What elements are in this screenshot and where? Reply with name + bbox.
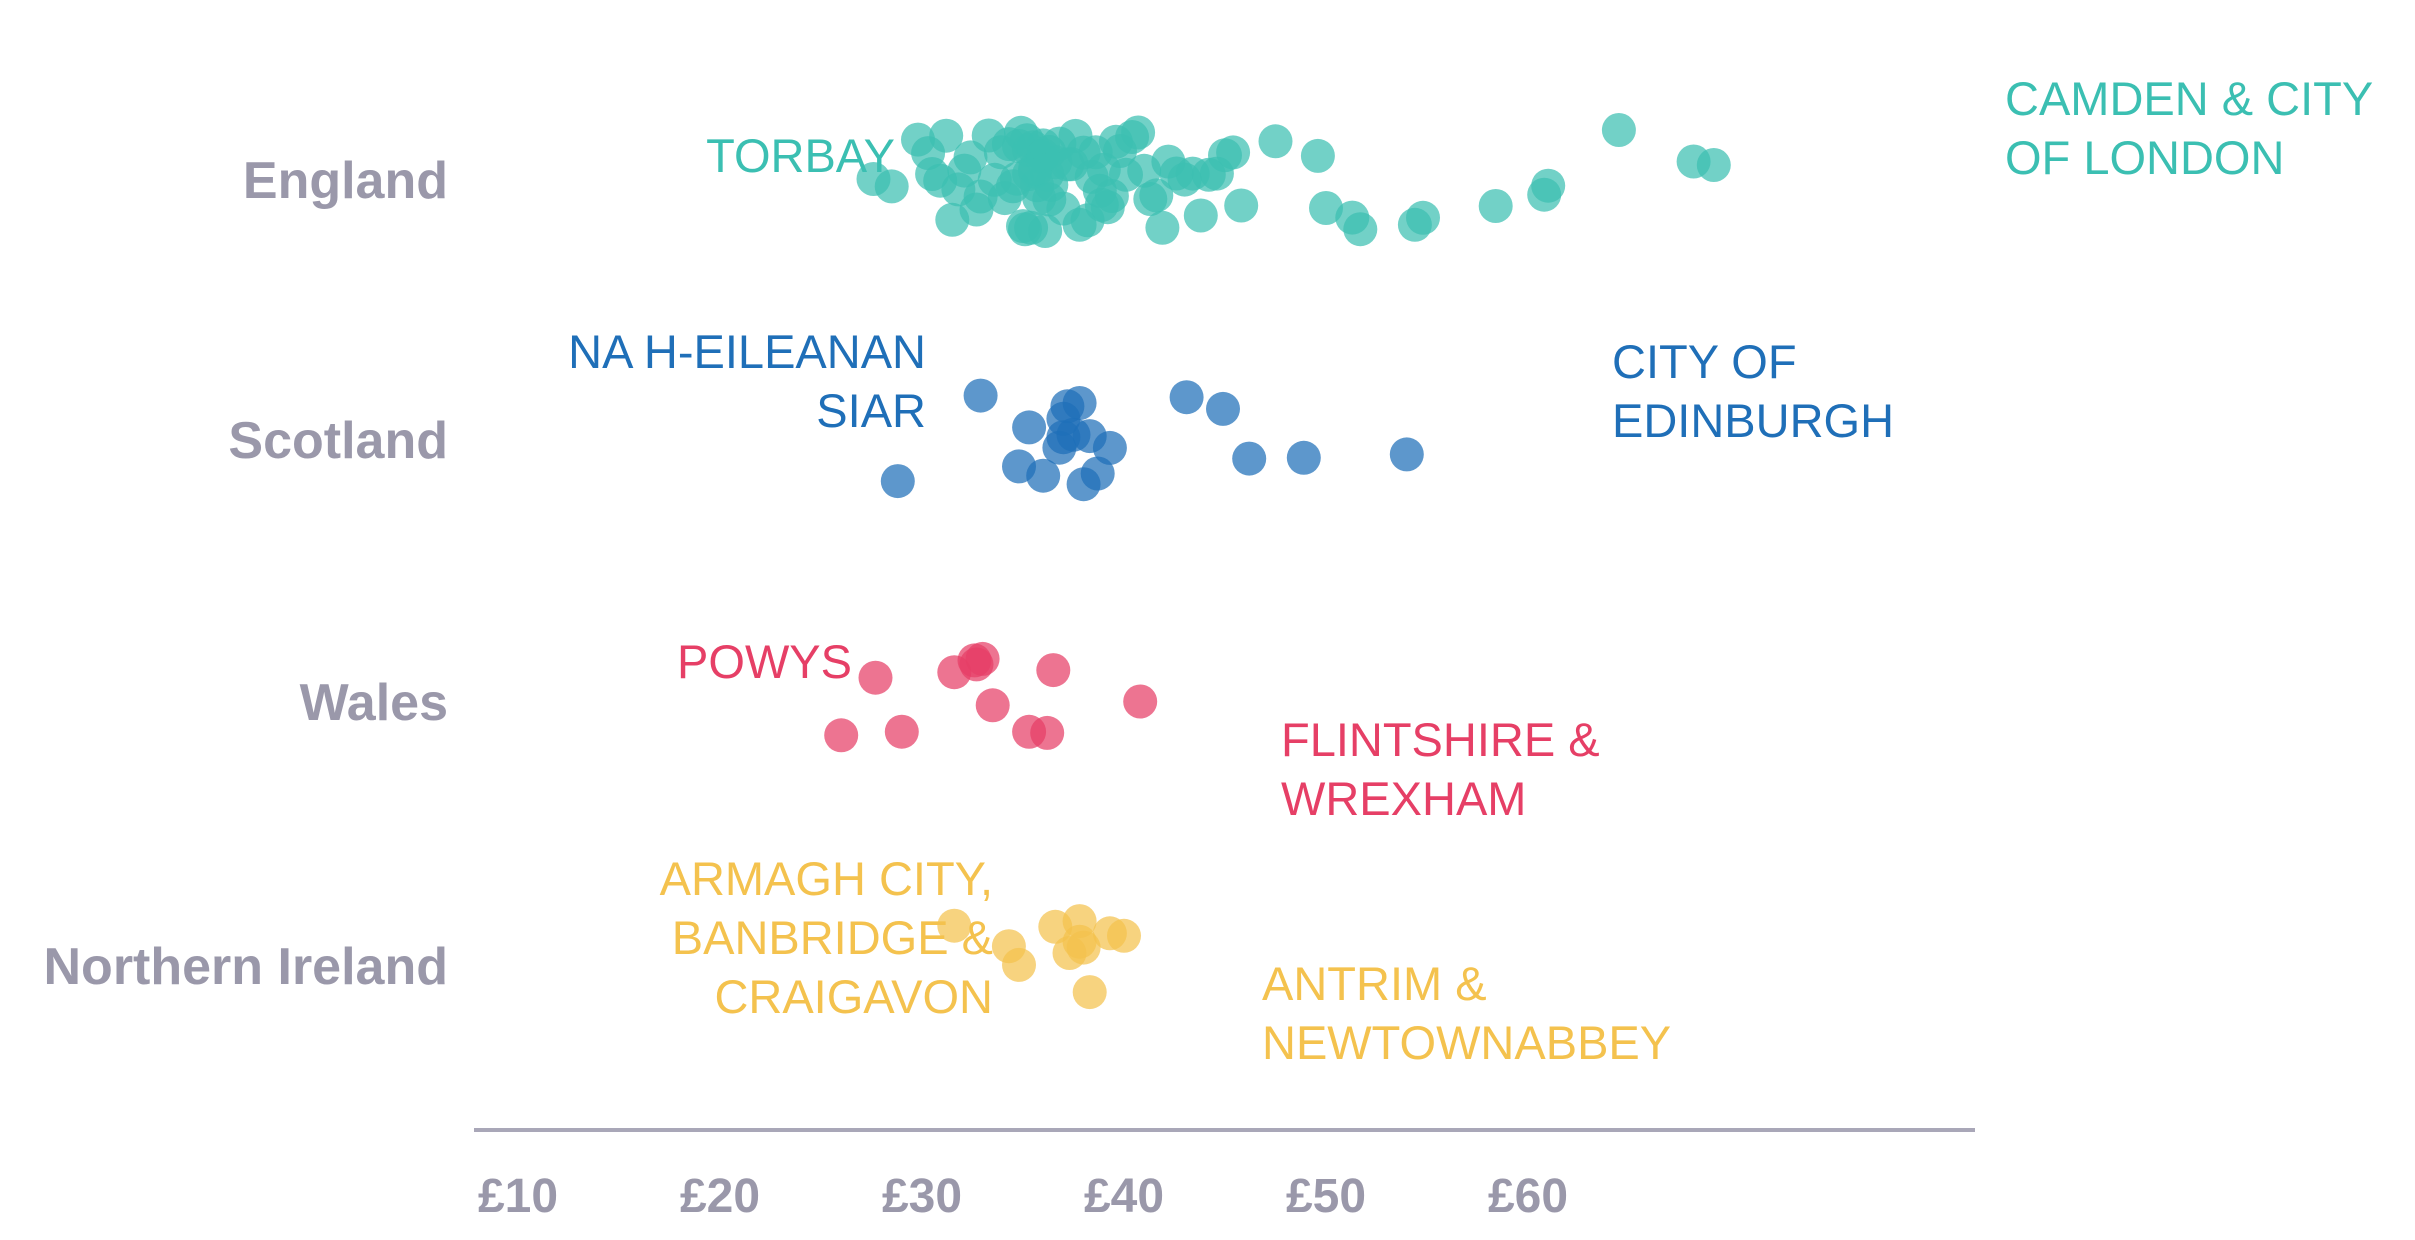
data-point [963,378,998,413]
annotation-label: WREXHAM [1281,772,1526,825]
data-point [1601,113,1636,147]
data-point [1343,212,1378,247]
data-point [1002,947,1036,982]
data-point [884,714,919,749]
data-point [1084,187,1119,222]
data-point [1169,380,1204,415]
data-point [929,118,964,153]
data-point [1232,441,1267,476]
x-tick-label: £50 [1286,1170,1366,1223]
data-point [1080,456,1115,491]
data-point [1032,182,1067,217]
data-point [1145,210,1180,245]
data-point [1107,918,1141,953]
data-point [1309,191,1343,225]
annotation-label: NA H-EILEANAN [568,325,926,378]
data-point [1030,715,1065,750]
data-point [1072,975,1107,1010]
annotation-label: SIAR [816,384,926,437]
data-point [1026,458,1061,493]
data-point [1216,135,1251,170]
annotation-label: FLINTSHIRE & [1281,713,1600,766]
data-point [1406,200,1440,235]
data-point [1286,440,1321,475]
annotation-label: EDINBURGH [1612,394,1894,447]
x-tick-label: £40 [1084,1170,1164,1223]
annotation-label: OF LONDON [2005,131,2284,184]
data-point [1258,124,1293,159]
annotation-label: BANBRIDGE & [672,911,993,964]
annotation-label: CRAIGAVON [714,970,993,1023]
data-point [975,688,1010,723]
data-point [1066,930,1101,965]
region-label: Wales [300,674,448,732]
data-point [965,641,1000,676]
data-point [1026,138,1061,173]
data-point [1139,178,1174,213]
data-point [1206,391,1240,426]
data-point [1478,189,1513,223]
x-tick-label: £20 [680,1170,760,1223]
data-point [1062,904,1097,939]
data-point [824,718,859,753]
data-point [1696,148,1731,182]
data-point [1092,430,1127,465]
data-point [858,660,893,695]
annotation-label: TORBAY [706,129,895,182]
data-point [1224,188,1259,223]
annotation-label: NEWTOWNABBEY [1262,1016,1671,1069]
data-point [1123,684,1158,719]
region-label: Scotland [228,412,448,470]
data-point [1046,401,1081,436]
annotation-label: CAMDEN & CITY [2005,72,2373,125]
data-point [937,908,972,943]
data-point [1183,198,1218,233]
x-tick-label: £30 [882,1170,962,1223]
annotation-label: ANTRIM & [1262,957,1487,1010]
annotation-label: POWYS [677,635,852,688]
x-tick-label: £10 [478,1170,558,1223]
x-tick-label: £60 [1488,1170,1568,1223]
annotation-label: CITY OF [1612,335,1797,388]
data-point [880,464,915,499]
data-point [1012,410,1047,445]
data-point [1300,138,1335,173]
data-point [1389,437,1424,472]
data-point [1531,168,1566,203]
region-label: Northern Ireland [44,938,449,996]
data-point [1121,115,1156,150]
region-label: England [243,152,448,210]
annotation-label: ARMAGH CITY, [660,852,993,905]
data-point [874,169,909,204]
data-point [1036,653,1071,688]
